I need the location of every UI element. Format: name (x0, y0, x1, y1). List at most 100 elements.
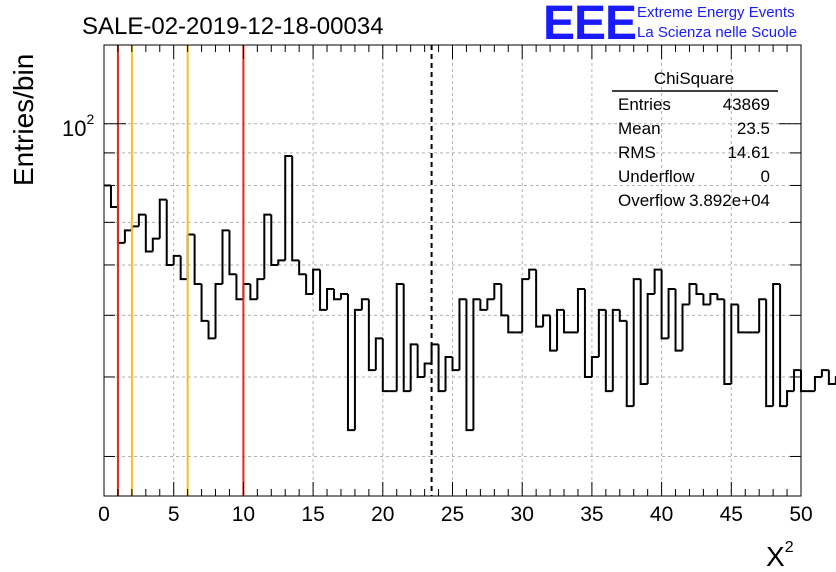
x-tick-label: 35 (580, 503, 603, 526)
histogram-bin (228, 230, 237, 276)
histogram-bin (263, 213, 272, 280)
histogram-bin (249, 284, 258, 301)
histogram-bin (507, 315, 516, 334)
histogram-bin (779, 284, 788, 408)
histogram-bin (820, 369, 829, 377)
chart-title: SALE-02-2019-12-18-00034 (82, 13, 384, 40)
histogram-bin (172, 254, 181, 265)
histogram-bin (319, 269, 328, 311)
histogram-bin (563, 309, 571, 334)
histogram-bin (333, 288, 341, 301)
logo-line-2: La Scienza nelle Scuole (637, 24, 798, 41)
histogram-bin (702, 294, 711, 306)
histogram-bin (165, 199, 174, 266)
histogram-bin (277, 259, 286, 265)
histogram-bin (186, 233, 195, 280)
histogram-bin (451, 356, 460, 372)
y-tick-label-100: 102 (62, 111, 94, 141)
histogram-bin (590, 355, 599, 377)
histogram-bin (479, 299, 488, 311)
histogram-bin (813, 375, 822, 392)
histogram-bin (402, 284, 411, 393)
histogram-bin (772, 283, 781, 407)
stats-value-entries: 43869 (723, 95, 770, 114)
histogram-bin (472, 298, 481, 431)
stats-label-entries: Entries (618, 95, 671, 114)
histogram-bin (611, 308, 620, 392)
histogram-bin (151, 237, 160, 252)
x-tick-label: 40 (650, 503, 673, 526)
histogram-bin (793, 369, 801, 392)
logo-line-1: Extreme Energy Events (637, 4, 795, 21)
histogram-bin (827, 370, 836, 385)
histogram-bin (681, 303, 690, 351)
stats-label-overflow: Overflow (618, 191, 686, 210)
histogram-bin (667, 287, 676, 339)
x-tick-label: 45 (720, 503, 743, 526)
histogram-bin (291, 155, 300, 262)
histogram-bin (465, 299, 474, 432)
stats-label-underflow: Underflow (618, 167, 695, 186)
marker-lines (116, 45, 433, 496)
histogram-series (104, 154, 836, 432)
histogram-bin (395, 283, 404, 392)
x-tick-label: 15 (301, 503, 324, 526)
histogram-bin (214, 283, 223, 339)
histogram-bin (381, 338, 390, 393)
histogram-bin (674, 288, 683, 352)
histogram-bin (723, 299, 732, 385)
histogram-bin (625, 320, 634, 408)
eee-logo-mark: EEE (543, 0, 637, 50)
histogram-bin (270, 214, 279, 266)
histogram-bin (346, 294, 355, 432)
histogram-bin (137, 213, 146, 227)
histogram-bin (765, 299, 774, 408)
histogram-bin (179, 255, 188, 281)
histogram-bin (305, 274, 314, 296)
histogram-bin (312, 268, 321, 295)
histogram-bin (542, 314, 551, 327)
histogram-bin (758, 298, 767, 333)
axis-ticks: 0 5 10 15 20 25 30 35 40 45 50 (98, 45, 813, 526)
histogram-bin (737, 304, 746, 334)
histogram-bin (660, 269, 669, 340)
histogram-bin (339, 293, 348, 300)
histogram-bin (123, 229, 132, 243)
histogram-bin (786, 390, 795, 407)
histogram-bin (521, 278, 530, 333)
stats-box: ChiSquare Entries 43869 Mean 23.5 RMS 14… (612, 69, 778, 210)
histogram-bin (430, 343, 439, 364)
x-axis-label: X2 (766, 539, 794, 572)
histogram-bin (556, 308, 565, 351)
x-tick-label: 0 (98, 503, 110, 526)
histogram-bin (200, 284, 209, 322)
y-axis-label: Entries/bin (8, 54, 39, 186)
histogram-bin (423, 362, 432, 377)
histogram-bin (576, 287, 585, 333)
histogram-bin (367, 299, 376, 372)
x-tick-label: 50 (789, 503, 812, 526)
stats-value-underflow: 0 (761, 167, 770, 186)
histogram-bin (709, 293, 718, 305)
histogram-bin (144, 214, 153, 253)
histogram-bin (374, 337, 383, 371)
histogram-bin (242, 283, 251, 300)
histogram-bin (326, 287, 335, 310)
stats-value-overflow: 3.892e+04 (689, 191, 770, 210)
stats-label-mean: Mean (618, 119, 661, 138)
histogram-bin (653, 268, 662, 295)
histogram-bin (409, 343, 418, 392)
histogram-bin (493, 283, 502, 300)
histogram-bin (730, 303, 739, 384)
x-tick-label: 5 (168, 503, 180, 526)
histogram-bin (353, 308, 362, 431)
grid (104, 45, 801, 496)
histogram-bin (800, 370, 808, 393)
histogram-bin (500, 284, 509, 317)
histogram-bin (207, 320, 216, 340)
histogram-bin (284, 154, 293, 261)
stats-title: ChiSquare (654, 69, 734, 88)
stats-label-rms: RMS (618, 143, 656, 162)
histogram-bin (632, 278, 641, 407)
